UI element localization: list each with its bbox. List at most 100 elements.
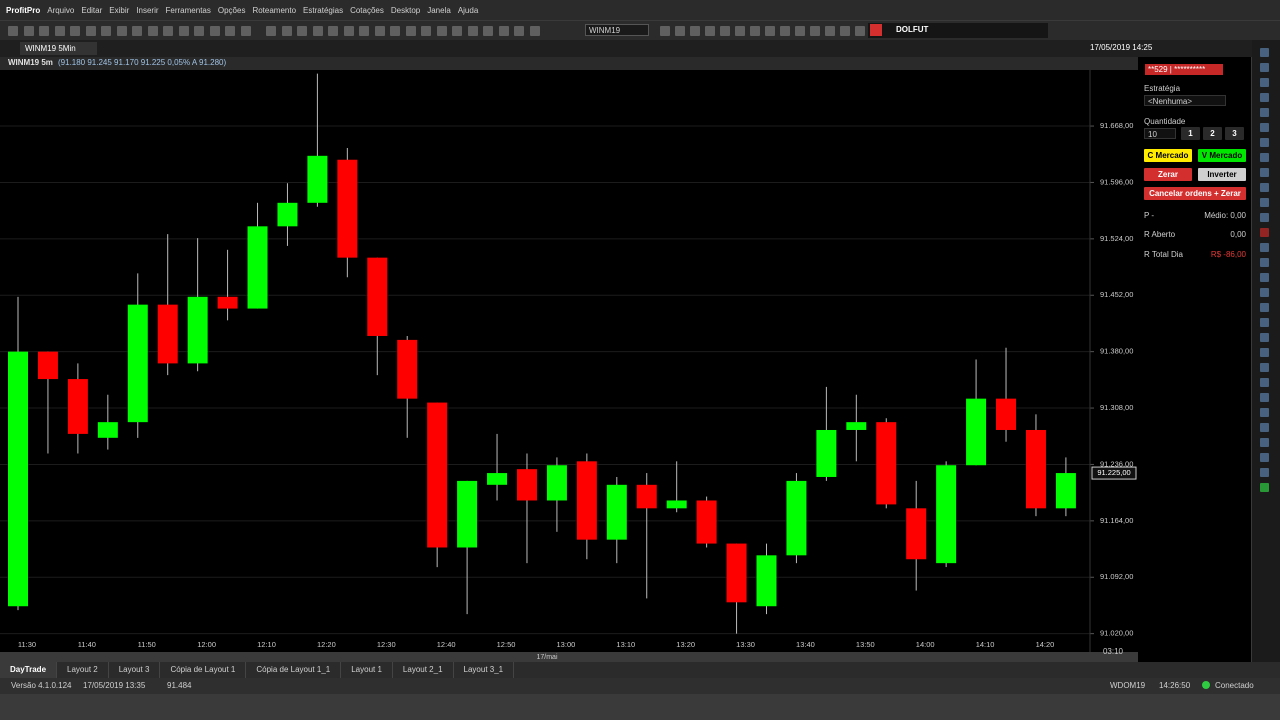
toolbar-icon[interactable] bbox=[147, 26, 158, 36]
menu-item[interactable]: Janela bbox=[427, 5, 451, 15]
quantity-input[interactable]: 10 bbox=[1144, 128, 1176, 139]
tool-icon[interactable] bbox=[1260, 168, 1269, 177]
tool-icon[interactable] bbox=[1260, 138, 1269, 147]
toolbar-icon[interactable] bbox=[70, 26, 80, 36]
layout-tab[interactable]: Cópia de Layout 1 bbox=[160, 662, 247, 678]
toolbar-icon[interactable] bbox=[855, 26, 865, 36]
toolbar-icon[interactable] bbox=[840, 26, 850, 36]
toolbar-icon[interactable] bbox=[750, 26, 760, 36]
toolbar-icon[interactable] bbox=[421, 26, 431, 36]
tool-icon[interactable] bbox=[1260, 198, 1269, 207]
menu-item[interactable]: Opções bbox=[217, 5, 246, 15]
toolbar-icon[interactable] bbox=[765, 26, 775, 36]
toolbar-icon[interactable] bbox=[690, 26, 700, 36]
tool-icon[interactable] bbox=[1260, 228, 1269, 237]
layout-tab[interactable]: Cópia de Layout 1_1 bbox=[246, 662, 342, 678]
quantity-preset[interactable]: 2 bbox=[1203, 127, 1222, 140]
layout-tab[interactable]: Layout 2_1 bbox=[393, 662, 454, 678]
toolbar-icon[interactable] bbox=[467, 26, 478, 36]
tool-icon[interactable] bbox=[1260, 153, 1269, 162]
tool-icon[interactable] bbox=[1260, 63, 1269, 72]
tool-icon[interactable] bbox=[1260, 423, 1269, 432]
toolbar-icon[interactable] bbox=[795, 26, 805, 36]
tool-icon[interactable] bbox=[1260, 123, 1269, 132]
toolbar-icon[interactable] bbox=[498, 26, 509, 36]
toolbar-icon[interactable] bbox=[452, 26, 462, 36]
toolbar-icon[interactable] bbox=[483, 26, 493, 36]
tool-icon[interactable] bbox=[1260, 378, 1269, 387]
toolbar-icon[interactable] bbox=[8, 26, 18, 36]
toolbar-icon[interactable] bbox=[54, 26, 65, 36]
menu-item[interactable]: Editar bbox=[81, 5, 103, 15]
tool-icon[interactable] bbox=[1260, 393, 1269, 402]
toolbar-icon[interactable] bbox=[343, 26, 354, 36]
menu-item[interactable]: Inserir bbox=[136, 5, 159, 15]
strategy-select[interactable]: <Nenhuma> bbox=[1144, 95, 1226, 106]
toolbar-icon[interactable] bbox=[705, 26, 715, 36]
toolbar-icon[interactable] bbox=[810, 26, 820, 36]
toolbar-icon[interactable] bbox=[780, 26, 790, 36]
toolbar-icon[interactable] bbox=[163, 26, 173, 36]
tool-icon[interactable] bbox=[1260, 348, 1269, 357]
toolbar-icon[interactable] bbox=[209, 26, 220, 36]
toolbar-icon[interactable] bbox=[328, 26, 338, 36]
quantity-preset[interactable]: 3 bbox=[1225, 127, 1244, 140]
toolbar-icon[interactable] bbox=[85, 26, 96, 36]
tool-icon[interactable] bbox=[1260, 258, 1269, 267]
toolbar-icon[interactable] bbox=[529, 26, 540, 36]
tool-icon[interactable] bbox=[1260, 303, 1269, 312]
toolbar-icon[interactable] bbox=[240, 26, 251, 36]
close-button[interactable] bbox=[870, 24, 882, 36]
tool-icon[interactable] bbox=[1260, 273, 1269, 282]
tool-icon[interactable] bbox=[1260, 288, 1269, 297]
toolbar-icon[interactable] bbox=[374, 26, 385, 36]
tool-icon[interactable] bbox=[1260, 333, 1269, 342]
toolbar-icon[interactable] bbox=[39, 26, 49, 36]
account[interactable]: **529 | ********** bbox=[1145, 64, 1223, 75]
toolbar-icon[interactable] bbox=[312, 26, 323, 36]
toolbar-icon[interactable] bbox=[675, 26, 685, 36]
menu-item[interactable]: Ajuda bbox=[457, 5, 479, 15]
tool-icon[interactable] bbox=[1260, 213, 1269, 222]
flatten-button[interactable]: Zerar bbox=[1144, 168, 1192, 181]
buy-market-button[interactable]: C Mercado bbox=[1144, 149, 1192, 162]
toolbar-icon[interactable] bbox=[132, 26, 142, 36]
tool-icon[interactable] bbox=[1260, 318, 1269, 327]
menu-item[interactable]: Roteamento bbox=[252, 5, 297, 15]
toolbar-icon[interactable] bbox=[359, 26, 369, 36]
menu-item[interactable]: Cotações bbox=[350, 5, 384, 15]
toolbar-icon[interactable] bbox=[436, 26, 447, 36]
menu-item[interactable]: Arquivo bbox=[47, 5, 75, 15]
symbol-select[interactable]: WINM19 bbox=[585, 24, 649, 36]
tool-icon[interactable] bbox=[1260, 483, 1269, 492]
toolbar-icon[interactable] bbox=[735, 26, 745, 36]
toolbar-icon[interactable] bbox=[825, 26, 835, 36]
tool-icon[interactable] bbox=[1260, 438, 1269, 447]
layout-tab[interactable]: Layout 3 bbox=[109, 662, 161, 678]
tool-icon[interactable] bbox=[1260, 93, 1269, 102]
tool-icon[interactable] bbox=[1260, 363, 1269, 372]
menu-item[interactable]: Ferramentas bbox=[165, 5, 211, 15]
chart-tab[interactable]: WINM19 5Min bbox=[20, 42, 97, 55]
tool-icon[interactable] bbox=[1260, 243, 1269, 252]
tool-icon[interactable] bbox=[1260, 78, 1269, 87]
toolbar-icon[interactable] bbox=[178, 26, 189, 36]
cancel-flatten-button[interactable]: Cancelar ordens + Zerar bbox=[1144, 187, 1246, 200]
toolbar-icon[interactable] bbox=[405, 26, 416, 36]
time-scrollbar[interactable] bbox=[0, 652, 1090, 662]
menu-item[interactable]: Estratégias bbox=[303, 5, 344, 15]
tool-icon[interactable] bbox=[1260, 48, 1269, 57]
quantity-preset[interactable]: 1 bbox=[1181, 127, 1200, 140]
menu-item[interactable]: Desktop bbox=[390, 5, 421, 15]
tool-icon[interactable] bbox=[1260, 183, 1269, 192]
toolbar-icon[interactable] bbox=[514, 26, 524, 36]
sell-market-button[interactable]: V Mercado bbox=[1198, 149, 1246, 162]
toolbar-icon[interactable] bbox=[101, 26, 111, 36]
toolbar-icon[interactable] bbox=[720, 26, 730, 36]
toolbar-icon[interactable] bbox=[194, 26, 204, 36]
layout-tab[interactable]: DayTrade bbox=[0, 662, 58, 678]
tool-icon[interactable] bbox=[1260, 453, 1269, 462]
toolbar-icon[interactable] bbox=[266, 26, 276, 36]
toolbar-icon[interactable] bbox=[660, 26, 670, 36]
invert-button[interactable]: Inverter bbox=[1198, 168, 1246, 181]
